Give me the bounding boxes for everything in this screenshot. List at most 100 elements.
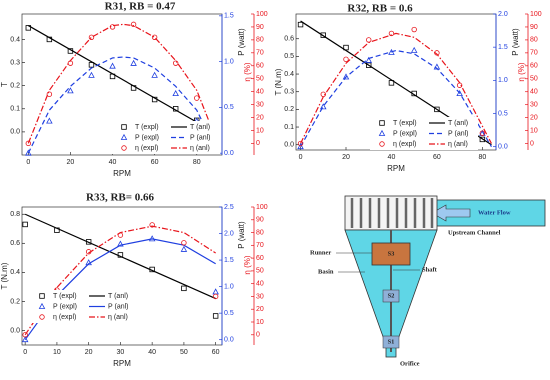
marker bbox=[88, 71, 95, 78]
marker bbox=[25, 140, 32, 147]
y-axis-label: T (N.m) bbox=[274, 68, 283, 95]
chart-title: R33, RB= 0.66 bbox=[86, 192, 154, 204]
marker bbox=[25, 149, 32, 156]
marker bbox=[212, 293, 219, 300]
marker bbox=[365, 56, 372, 63]
marker bbox=[320, 103, 327, 110]
marker bbox=[172, 90, 179, 97]
y-tick-label: 0.2 bbox=[10, 82, 20, 89]
marker bbox=[181, 285, 187, 292]
y2-tick-label: 0.0 bbox=[498, 144, 508, 151]
x-tick-label: 80 bbox=[193, 159, 201, 166]
y2-tick-label: 1.0 bbox=[224, 58, 234, 65]
y3-tick-label: 60 bbox=[530, 63, 538, 70]
y2-tick-label: 0.5 bbox=[224, 310, 234, 317]
x-tick-label: 30 bbox=[117, 349, 125, 356]
marker bbox=[181, 240, 187, 246]
y2-tick-label: 2.0 bbox=[498, 11, 508, 18]
x-tick-label: 60 bbox=[433, 154, 441, 161]
y2-tick-label: 0.5 bbox=[498, 110, 508, 117]
y3-tick-label: 80 bbox=[530, 37, 538, 44]
marker bbox=[149, 222, 155, 228]
marker bbox=[388, 30, 395, 37]
legend-label: P (expl) bbox=[135, 134, 159, 141]
x-axis-label: RPM bbox=[113, 169, 131, 178]
legend-label: P (expl) bbox=[393, 130, 417, 137]
y2-axis-label: P (watt) bbox=[237, 221, 246, 249]
marker bbox=[456, 89, 463, 97]
marker bbox=[46, 117, 53, 124]
y-tick-label: 0.4 bbox=[10, 269, 20, 276]
y3-axis-label: η (%) bbox=[243, 255, 252, 274]
marker bbox=[172, 60, 179, 66]
y-tick-label: 0.4 bbox=[284, 71, 294, 78]
marker bbox=[88, 62, 95, 68]
marker bbox=[109, 62, 116, 69]
marker bbox=[39, 293, 45, 299]
x-tick-label: 40 bbox=[109, 159, 117, 166]
y3-axis-label: η (%) bbox=[517, 62, 526, 81]
legend-label: T (anl) bbox=[108, 293, 128, 300]
y3-tick-label: 0 bbox=[530, 140, 534, 147]
legend-label: T (expl) bbox=[53, 293, 77, 300]
x-tick-label: 40 bbox=[148, 349, 156, 356]
series-line bbox=[24, 238, 216, 341]
y3-tick-label: 0 bbox=[256, 140, 260, 147]
y-tick-label: 0.1 bbox=[284, 124, 294, 131]
y2-axis-label: P (watt) bbox=[237, 28, 246, 56]
x-tick-label: 50 bbox=[180, 349, 188, 356]
marker bbox=[22, 332, 28, 338]
y3-tick-label: 10 bbox=[256, 127, 264, 134]
label: Upstream Channel bbox=[448, 229, 501, 236]
y-tick-label: 0.0 bbox=[10, 327, 20, 334]
marker bbox=[297, 140, 304, 147]
marker bbox=[379, 141, 385, 147]
legend-label: η (expl) bbox=[135, 145, 158, 152]
legend-label: T (anl) bbox=[190, 124, 210, 131]
x-tick-label: 0 bbox=[26, 159, 30, 166]
marker bbox=[388, 48, 395, 55]
marker bbox=[120, 133, 128, 140]
marker bbox=[88, 34, 95, 40]
label: Orifice bbox=[400, 360, 420, 367]
diagram: Water Flow Upstream Channel Runner Basin… bbox=[310, 195, 546, 367]
series-line bbox=[24, 225, 216, 336]
marker bbox=[379, 120, 385, 126]
marker bbox=[130, 59, 137, 66]
x-axis-label: RPM bbox=[387, 164, 405, 173]
legend-label: P (expl) bbox=[53, 303, 77, 310]
y-tick-label: 0.6 bbox=[284, 36, 294, 43]
marker bbox=[46, 91, 53, 97]
y3-tick-label: 80 bbox=[256, 229, 264, 236]
y2-tick-label: 0.0 bbox=[224, 337, 234, 344]
marker bbox=[297, 21, 304, 28]
marker bbox=[121, 145, 127, 151]
legend-label: P (anl) bbox=[190, 134, 211, 141]
x-tick-label: 40 bbox=[388, 154, 396, 161]
y-tick-label: 0.6 bbox=[10, 240, 20, 247]
marker bbox=[130, 21, 137, 28]
series-line bbox=[24, 213, 216, 300]
y-axis-label: T (N.m) bbox=[0, 262, 9, 289]
legend-label: η (anl) bbox=[108, 314, 128, 321]
runner-box bbox=[371, 242, 411, 266]
marker bbox=[479, 136, 486, 143]
legend-box bbox=[112, 121, 220, 154]
y3-tick-label: 60 bbox=[256, 63, 264, 70]
label: S2 bbox=[388, 292, 395, 299]
marker bbox=[38, 302, 46, 309]
y-tick-label: 0.0 bbox=[284, 142, 294, 149]
legend-box bbox=[30, 290, 138, 323]
marker bbox=[148, 235, 156, 242]
plot-frame bbox=[21, 206, 223, 346]
legend-label: P (anl) bbox=[108, 303, 129, 310]
s2-box bbox=[382, 289, 400, 303]
marker bbox=[297, 143, 304, 150]
y3-tick-label: 30 bbox=[256, 293, 264, 300]
legend-label: T (expl) bbox=[135, 124, 159, 131]
y2-tick-label: 2.0 bbox=[224, 230, 234, 237]
legend: T (expl) T (anl) P (expl) P (anl) η (expl) η … bbox=[112, 121, 220, 154]
legend-label: T (anl) bbox=[448, 120, 468, 127]
x-tick-label: 60 bbox=[151, 159, 159, 166]
